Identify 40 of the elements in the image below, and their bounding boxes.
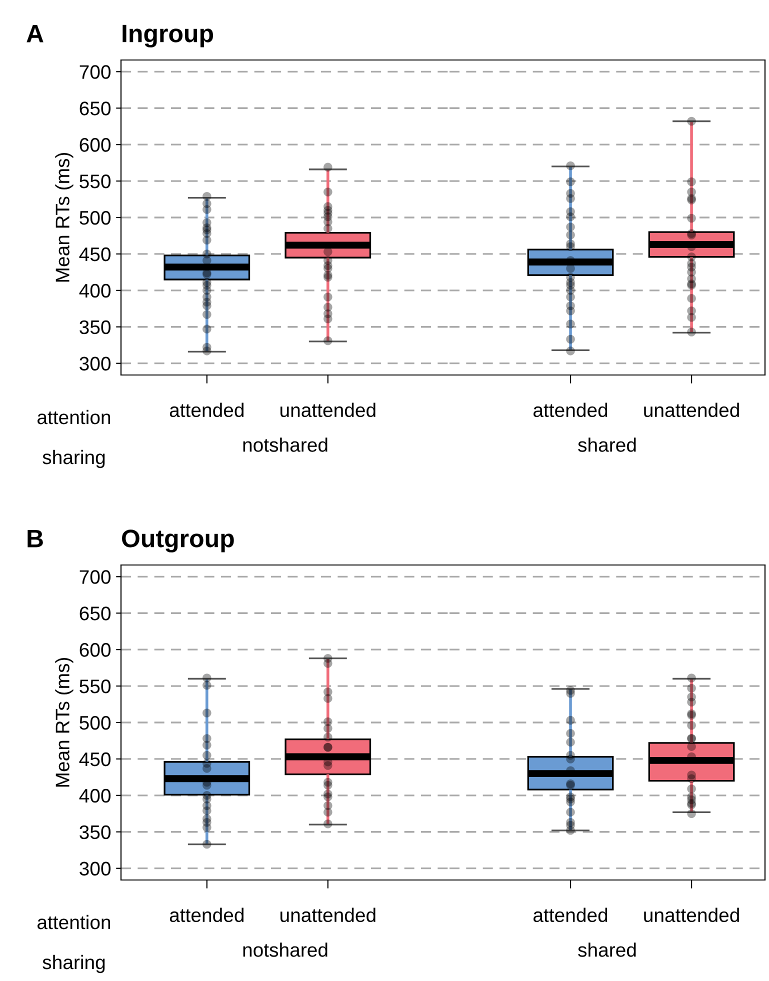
y-tick-label: 650 [80,102,111,116]
x-tick-label: unattended [280,402,376,418]
y-tick-label: 550 [80,680,111,694]
y-axis-title: Mean RTs (ms) [55,658,74,787]
x-tick-label: attended [534,402,608,418]
text: sharing [42,450,105,468]
x-axis-title: shared [578,942,636,957]
y-tick-label: 500 [80,210,111,225]
y-tick-label: 650 [80,606,111,620]
y-tick-label: 600 [80,138,111,152]
y-tick-label: 550 [80,174,111,188]
y-tick-label: 350 [80,320,111,334]
y-tick-label: 350 [80,825,111,840]
text: B [28,530,43,548]
text: attention [38,410,110,424]
x-axis-title: notshared [243,942,328,957]
text: A [26,25,44,42]
text: sharing [42,954,105,974]
chart-title: Ingroup [122,24,214,48]
y-tick-label: 400 [79,284,111,298]
x-axis-title: notshared [243,438,328,452]
x-tick-label: unattended [644,908,739,922]
y-tick-label: 450 [79,752,111,766]
y-tick-label: 600 [80,643,111,657]
y-tick-label: 300 [80,862,111,876]
chart-title: Outgroup [122,530,234,552]
x-tick-label: attended [534,908,608,922]
text: attention [38,914,110,930]
y-axis-title: Mean RTs (ms) [55,152,74,282]
y-tick-label: 450 [79,247,111,262]
y-tick-label: 500 [80,716,111,730]
y-tick-label: 300 [80,356,111,371]
x-tick-label: attended [170,908,244,922]
x-tick-label: unattended [280,908,376,922]
x-axis-title: shared [578,438,636,452]
x-tick-label: attended [170,402,244,418]
y-tick-label: 400 [79,788,111,803]
x-tick-label: unattended [644,402,739,418]
y-tick-label: 700 [80,65,111,79]
y-tick-label: 700 [80,570,111,584]
